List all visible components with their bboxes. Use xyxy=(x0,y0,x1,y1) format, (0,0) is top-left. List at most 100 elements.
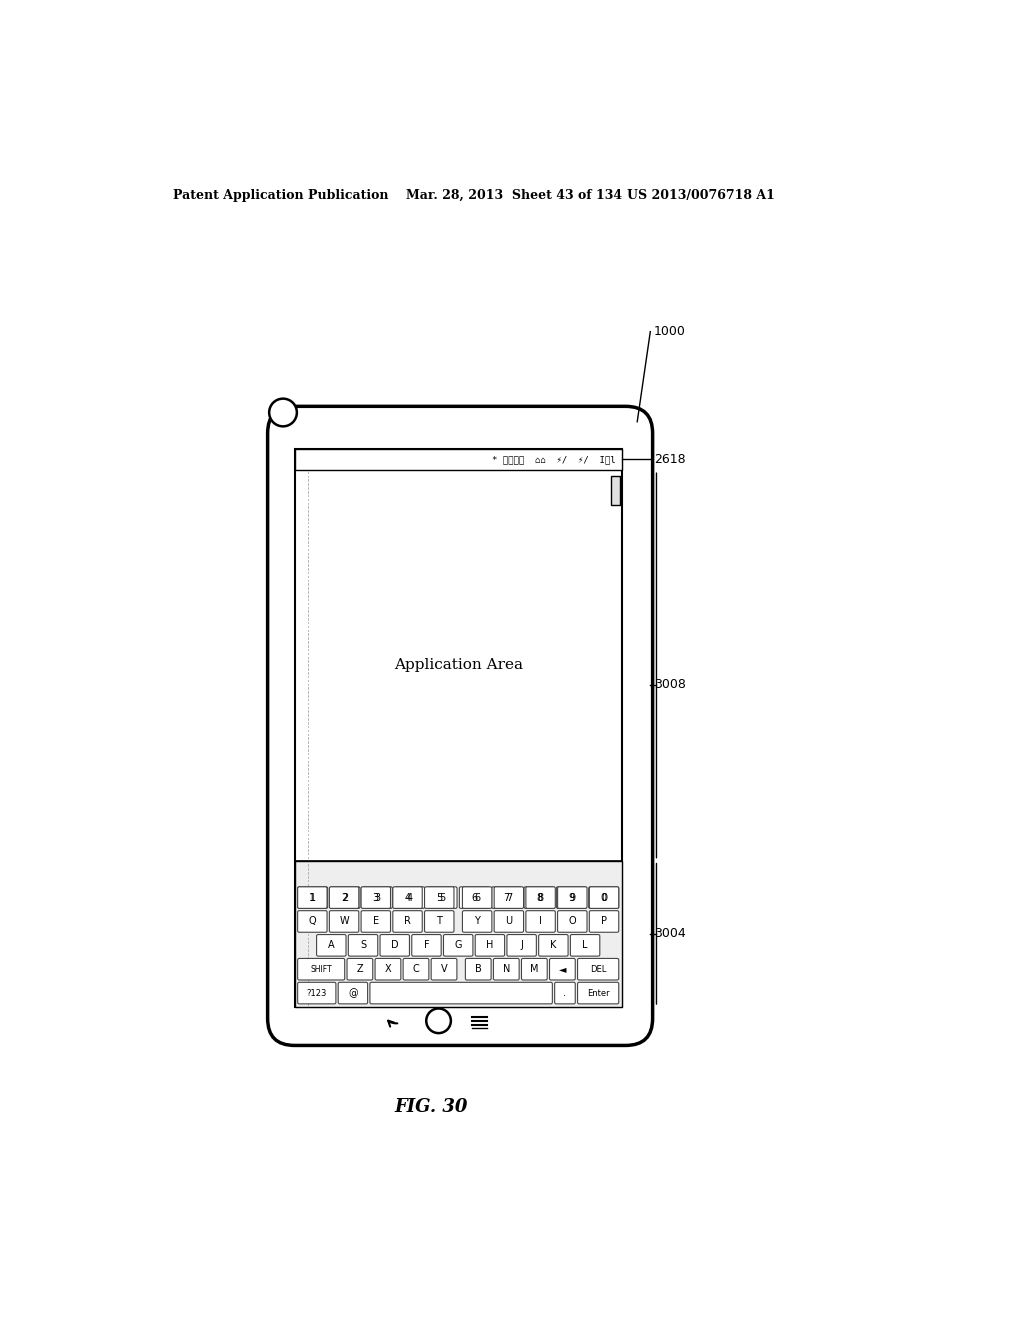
FancyBboxPatch shape xyxy=(526,911,555,932)
FancyBboxPatch shape xyxy=(526,887,555,908)
FancyBboxPatch shape xyxy=(558,911,587,932)
Text: 4: 4 xyxy=(407,892,413,903)
FancyBboxPatch shape xyxy=(494,958,519,979)
FancyBboxPatch shape xyxy=(361,911,390,932)
FancyBboxPatch shape xyxy=(347,958,373,979)
FancyBboxPatch shape xyxy=(550,958,575,979)
FancyBboxPatch shape xyxy=(556,887,587,908)
FancyBboxPatch shape xyxy=(412,935,441,956)
Text: P: P xyxy=(601,916,607,927)
Text: Q: Q xyxy=(308,916,316,927)
FancyBboxPatch shape xyxy=(403,958,429,979)
FancyBboxPatch shape xyxy=(475,935,505,956)
FancyBboxPatch shape xyxy=(521,958,547,979)
Text: 2: 2 xyxy=(342,892,348,903)
Text: 8: 8 xyxy=(536,892,542,903)
Text: 7: 7 xyxy=(506,892,512,903)
FancyBboxPatch shape xyxy=(393,887,422,908)
Text: 3: 3 xyxy=(373,892,379,903)
FancyBboxPatch shape xyxy=(492,887,521,908)
FancyBboxPatch shape xyxy=(524,887,554,908)
Text: F: F xyxy=(424,940,429,950)
FancyBboxPatch shape xyxy=(463,887,492,908)
FancyBboxPatch shape xyxy=(460,887,489,908)
FancyBboxPatch shape xyxy=(298,887,328,908)
Text: .: . xyxy=(563,989,566,998)
Bar xyxy=(295,449,622,1007)
Text: H: H xyxy=(486,940,494,950)
Text: 3008: 3008 xyxy=(654,678,686,692)
Text: SHIFT: SHIFT xyxy=(310,965,332,974)
Text: C: C xyxy=(413,964,420,974)
FancyBboxPatch shape xyxy=(589,887,618,908)
Text: L: L xyxy=(583,940,588,950)
FancyBboxPatch shape xyxy=(578,982,618,1003)
FancyBboxPatch shape xyxy=(330,887,360,908)
Bar xyxy=(295,861,622,1007)
FancyBboxPatch shape xyxy=(425,887,454,908)
Circle shape xyxy=(269,399,297,426)
FancyBboxPatch shape xyxy=(431,958,457,979)
FancyBboxPatch shape xyxy=(463,911,492,932)
Text: US 2013/0076718 A1: US 2013/0076718 A1 xyxy=(628,189,775,202)
Text: 1: 1 xyxy=(309,892,315,903)
Text: S: S xyxy=(360,940,367,950)
FancyBboxPatch shape xyxy=(361,887,390,908)
FancyBboxPatch shape xyxy=(330,911,358,932)
Text: FIG. 30: FIG. 30 xyxy=(394,1098,468,1115)
Text: 1000: 1000 xyxy=(654,325,686,338)
FancyBboxPatch shape xyxy=(375,958,400,979)
Text: 2618: 2618 xyxy=(654,453,686,466)
Text: 4: 4 xyxy=(404,892,411,903)
Text: Mar. 28, 2013  Sheet 43 of 134: Mar. 28, 2013 Sheet 43 of 134 xyxy=(407,189,623,202)
Text: M: M xyxy=(530,964,539,974)
Text: B: B xyxy=(475,964,481,974)
FancyBboxPatch shape xyxy=(298,982,336,1003)
Text: ◄: ◄ xyxy=(559,964,566,974)
Text: 6: 6 xyxy=(471,892,477,903)
FancyBboxPatch shape xyxy=(443,935,473,956)
FancyBboxPatch shape xyxy=(338,982,368,1003)
Text: A: A xyxy=(328,940,335,950)
Text: 3004: 3004 xyxy=(654,927,686,940)
FancyBboxPatch shape xyxy=(298,887,327,908)
Text: N: N xyxy=(503,964,510,974)
Text: 3: 3 xyxy=(375,892,380,903)
FancyBboxPatch shape xyxy=(558,887,587,908)
FancyBboxPatch shape xyxy=(380,935,410,956)
Text: 7: 7 xyxy=(504,892,510,903)
Bar xyxy=(295,449,622,470)
FancyBboxPatch shape xyxy=(393,911,422,932)
FancyBboxPatch shape xyxy=(298,958,345,979)
FancyBboxPatch shape xyxy=(370,982,552,1003)
FancyBboxPatch shape xyxy=(590,911,618,932)
FancyBboxPatch shape xyxy=(578,958,618,979)
Text: I: I xyxy=(540,916,542,927)
Text: * ⓌⒾⓕⓘ  ⌂⌂  ⚡/  ⚡/  I‥l: * ⓌⒾⓕⓘ ⌂⌂ ⚡/ ⚡/ I‥l xyxy=(493,455,615,463)
FancyBboxPatch shape xyxy=(316,935,346,956)
FancyBboxPatch shape xyxy=(495,911,523,932)
Text: 0: 0 xyxy=(601,892,607,903)
FancyBboxPatch shape xyxy=(394,887,425,908)
Text: W: W xyxy=(339,916,349,927)
Text: D: D xyxy=(391,940,398,950)
Text: @: @ xyxy=(348,989,357,998)
Text: 9: 9 xyxy=(568,892,574,903)
Text: 6: 6 xyxy=(474,892,480,903)
Text: 8: 8 xyxy=(538,892,544,903)
Bar xyxy=(611,475,621,506)
Text: U: U xyxy=(505,916,512,927)
Text: 0: 0 xyxy=(601,892,607,903)
FancyBboxPatch shape xyxy=(362,887,392,908)
Text: Z: Z xyxy=(356,964,364,974)
Text: T: T xyxy=(436,916,442,927)
Text: DEL: DEL xyxy=(590,965,606,974)
Text: 9: 9 xyxy=(569,892,575,903)
Text: G: G xyxy=(455,940,462,950)
Text: O: O xyxy=(568,916,577,927)
Text: Enter: Enter xyxy=(587,989,609,998)
FancyBboxPatch shape xyxy=(465,958,492,979)
Text: Application Area: Application Area xyxy=(393,659,522,672)
Circle shape xyxy=(426,1008,451,1034)
Text: Patent Application Publication: Patent Application Publication xyxy=(173,189,388,202)
